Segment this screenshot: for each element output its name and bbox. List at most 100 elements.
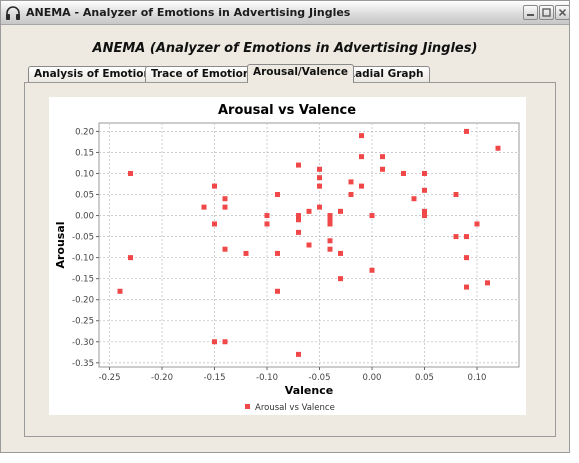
data-point <box>201 204 207 210</box>
data-point <box>296 162 301 168</box>
data-point <box>380 166 385 172</box>
data-point <box>222 246 228 252</box>
data-point <box>222 204 228 210</box>
scatter-chart: Arousal vs Valence -0.25 -0.20 -0.15 -0.10-… <box>54 103 520 413</box>
data-point <box>243 250 249 256</box>
tab-analysis-of-emotions[interactable]: Analysis of Emotions <box>28 66 164 82</box>
data-point <box>212 221 217 227</box>
x-tick-label: -0.05 <box>309 373 331 383</box>
data-point <box>306 242 312 248</box>
x-tick-label: -0.10 <box>256 373 278 383</box>
data-point <box>306 208 312 214</box>
data-point <box>422 213 427 219</box>
data-point <box>212 183 217 189</box>
minimize-icon <box>527 14 534 16</box>
maximize-button[interactable] <box>539 5 554 20</box>
data-point <box>495 145 501 151</box>
data-points <box>117 128 501 357</box>
data-point <box>117 288 123 294</box>
app-heading: ANEMA (Analyzer of Emotions in Advertisi… <box>92 41 478 56</box>
data-point <box>327 221 333 227</box>
data-point <box>317 166 322 172</box>
data-point <box>222 196 228 202</box>
data-point <box>327 213 333 219</box>
data-point <box>275 250 280 256</box>
data-point <box>401 170 406 176</box>
y-tick-label: 0.15 <box>75 148 94 158</box>
headphones-icon <box>6 6 20 20</box>
data-point <box>317 204 322 210</box>
data-point <box>128 170 133 176</box>
y-tick-label: 0.00 <box>75 212 94 222</box>
data-point <box>453 234 459 240</box>
data-point <box>464 234 469 240</box>
chart-title: Arousal vs Valence <box>218 103 356 118</box>
tab-arousal-valence[interactable]: Arousal/Valence <box>247 64 354 83</box>
data-point <box>422 187 427 193</box>
legend: Arousal vs Valence <box>245 403 335 413</box>
data-point <box>264 213 270 219</box>
data-point <box>317 183 322 189</box>
data-point <box>317 175 322 181</box>
close-button[interactable] <box>555 5 569 20</box>
close-icon <box>558 8 567 17</box>
data-point <box>338 276 343 282</box>
data-point <box>485 280 490 286</box>
maximize-icon <box>542 8 551 17</box>
data-point <box>296 229 301 235</box>
data-point <box>296 213 301 219</box>
data-point <box>275 288 280 294</box>
data-point <box>338 250 343 256</box>
x-tick-label: 0.05 <box>415 373 434 383</box>
y-axis-label: Arousal <box>54 221 67 268</box>
y-tick-label: 0.10 <box>75 169 94 179</box>
data-point <box>348 192 354 198</box>
y-tick-label: -0.35 <box>72 359 94 369</box>
data-point <box>380 154 385 160</box>
y-tick-label: -0.15 <box>72 275 94 285</box>
data-point <box>264 221 270 227</box>
data-point <box>222 339 228 345</box>
x-tick-label: 0.00 <box>363 373 382 383</box>
data-point <box>359 154 364 160</box>
axes: -0.25 -0.20 -0.15 -0.10 -0.05 0.00 0.05 0.10 0.2… <box>72 127 486 383</box>
y-tick-label: -0.30 <box>72 338 94 348</box>
data-point <box>369 213 375 219</box>
y-tick-label: -0.25 <box>72 317 94 327</box>
data-point <box>359 183 364 189</box>
data-point <box>212 339 217 345</box>
data-point <box>296 351 301 357</box>
y-tick-label: -0.10 <box>72 254 94 264</box>
data-point <box>369 267 375 273</box>
tab-trace-of-emotions[interactable]: Trace of Emotions <box>145 66 263 82</box>
data-point <box>128 255 133 261</box>
grid-lines <box>99 123 519 367</box>
title-bar[interactable]: ANEMA - Analyzer of Emotions in Advertis… <box>1 1 569 25</box>
x-tick-label: -0.20 <box>151 373 173 383</box>
window-title: ANEMA - Analyzer of Emotions in Advertis… <box>26 6 351 19</box>
x-tick-label: -0.15 <box>204 373 226 383</box>
data-point <box>359 133 364 139</box>
data-point <box>275 192 280 198</box>
x-tick-label: 0.10 <box>468 373 487 383</box>
data-point <box>422 170 427 176</box>
minimize-button[interactable] <box>523 5 538 20</box>
data-point <box>327 217 333 223</box>
legend-swatch <box>245 404 250 409</box>
x-axis-label: Valence <box>285 384 333 397</box>
y-tick-label: 0.05 <box>75 191 94 201</box>
data-point <box>453 192 459 198</box>
data-point <box>474 221 480 227</box>
x-tick-label: -0.25 <box>99 373 121 383</box>
data-point <box>338 208 343 214</box>
data-point <box>464 255 469 261</box>
data-point <box>327 238 333 244</box>
y-tick-label: 0.20 <box>75 127 94 137</box>
data-point <box>464 284 469 290</box>
data-point <box>348 179 354 185</box>
data-point <box>327 246 333 252</box>
data-point <box>464 128 469 134</box>
data-point <box>411 196 417 202</box>
tab-radial-graph[interactable]: Radial Graph <box>341 66 430 82</box>
y-tick-label: -0.20 <box>72 296 94 306</box>
